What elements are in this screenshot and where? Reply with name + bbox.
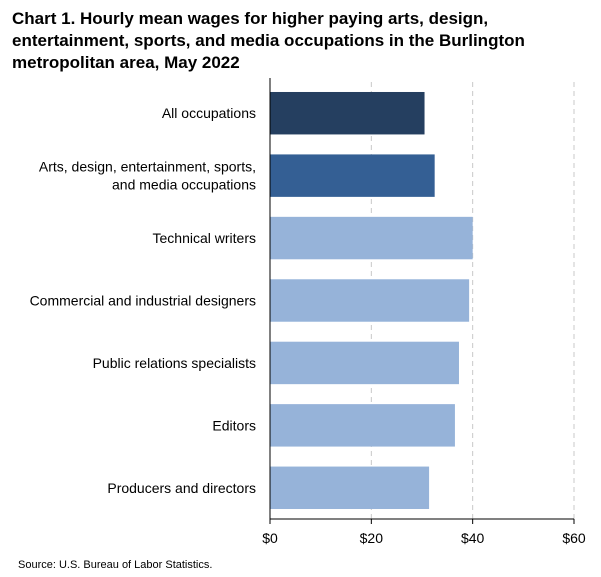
category-label-5: Editors xyxy=(212,417,256,433)
category-label-1-line-0: Arts, design, entertainment, sports, xyxy=(39,159,256,175)
category-label-3-line-0: Commercial and industrial designers xyxy=(30,293,256,309)
category-label-3: Commercial and industrial designers xyxy=(30,293,256,309)
category-label-1-line-1: and media occupations xyxy=(112,177,256,193)
category-label-6: Producers and directors xyxy=(107,480,256,496)
category-label-4: Public relations specialists xyxy=(93,355,256,371)
bar-3 xyxy=(270,279,470,322)
x-tick-label-2: $40 xyxy=(461,530,485,546)
category-label-0-line-0: All occupations xyxy=(162,105,256,121)
x-tick-label-1: $20 xyxy=(360,530,384,546)
bar-5 xyxy=(270,404,455,447)
category-label-2: Technical writers xyxy=(153,230,256,246)
category-label-2-line-0: Technical writers xyxy=(153,230,256,246)
category-label-1: Arts, design, entertainment, sports, and … xyxy=(39,159,256,193)
category-label-5-line-0: Editors xyxy=(212,417,256,433)
bar-2 xyxy=(270,216,473,260)
bar-0 xyxy=(270,91,425,135)
x-tick-label-3: $60 xyxy=(562,530,586,546)
category-label-0: All occupations xyxy=(162,105,256,121)
bar-4 xyxy=(270,341,459,385)
bar-6 xyxy=(270,466,430,510)
bar-1 xyxy=(270,154,435,197)
category-labels: All occupations Arts, design, entertainme… xyxy=(30,105,256,496)
x-tick-label-0: $0 xyxy=(262,530,278,546)
chart-title: Chart 1. Hourly mean wages for higher pa… xyxy=(12,9,525,72)
source-note: Source: U.S. Bureau of Labor Statistics. xyxy=(18,559,213,571)
bars xyxy=(270,91,473,510)
x-axis: $0 $20 $40 $60 xyxy=(262,78,586,546)
category-label-4-line-0: Public relations specialists xyxy=(93,355,256,371)
category-label-6-line-0: Producers and directors xyxy=(107,480,256,496)
